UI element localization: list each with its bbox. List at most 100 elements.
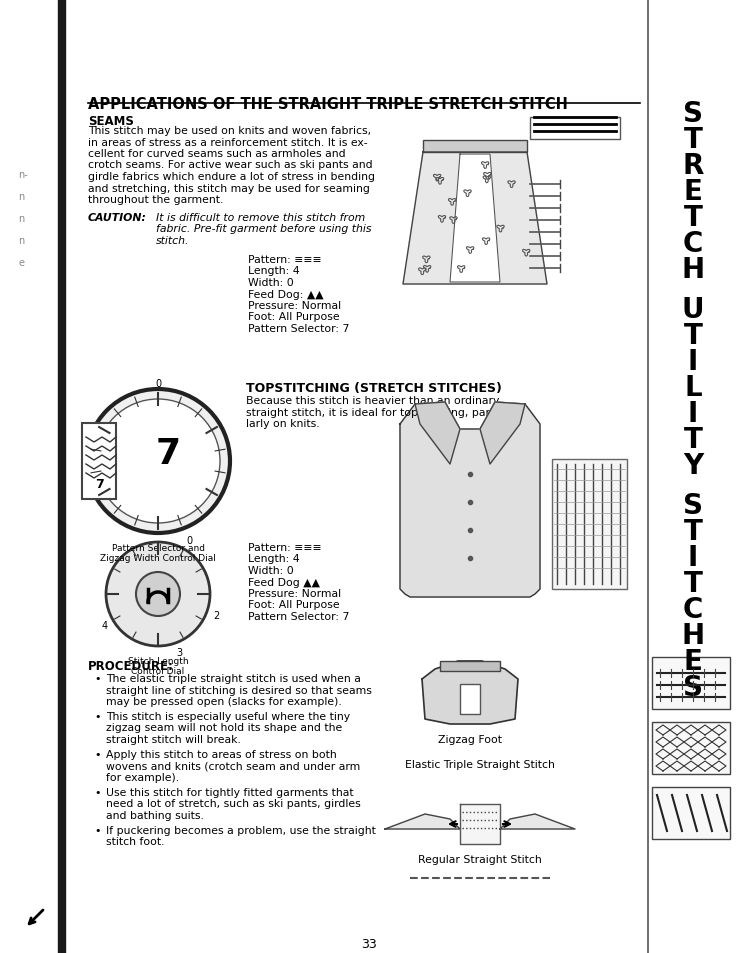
Text: Apply this stitch to areas of stress on both: Apply this stitch to areas of stress on …	[106, 749, 337, 760]
Text: APPLICATIONS OF THE STRAIGHT TRIPLE STRETCH STITCH: APPLICATIONS OF THE STRAIGHT TRIPLE STRE…	[88, 97, 568, 112]
Text: CAUTION:: CAUTION:	[88, 213, 147, 223]
Polygon shape	[400, 402, 540, 598]
Text: The elastic triple straight stitch is used when a: The elastic triple straight stitch is us…	[106, 673, 361, 683]
Text: H: H	[681, 621, 705, 649]
Text: Foot: All Purpose: Foot: All Purpose	[248, 313, 339, 322]
Text: I: I	[688, 399, 698, 428]
Bar	[530, 118, 620, 140]
Circle shape	[96, 399, 220, 523]
Bar	[423, 141, 527, 152]
Text: R: R	[683, 152, 704, 180]
Text: Use this stitch for tightly fitted garments that: Use this stitch for tightly fitted garme…	[106, 787, 354, 797]
Text: in areas of stress as a reinforcement stitch. It is ex-: in areas of stress as a reinforcement st…	[88, 137, 368, 148]
Text: Pattern Selector: 7: Pattern Selector: 7	[248, 612, 349, 621]
Circle shape	[106, 542, 210, 646]
Polygon shape	[460, 804, 500, 844]
Text: Feed Dog ▲▲: Feed Dog ▲▲	[248, 577, 320, 587]
Text: TOPSTITCHING (STRETCH STITCHES): TOPSTITCHING (STRETCH STITCHES)	[246, 381, 502, 395]
Text: S: S	[683, 673, 703, 701]
Text: T: T	[683, 426, 703, 454]
Text: Width: 0: Width: 0	[248, 277, 294, 288]
Bar	[652, 722, 730, 774]
Text: n: n	[18, 235, 24, 246]
Text: C: C	[683, 230, 703, 257]
Text: T: T	[683, 204, 703, 232]
Text: 3: 3	[176, 648, 182, 658]
Text: need a lot of stretch, such as ski pants, girdles: need a lot of stretch, such as ski pants…	[106, 799, 361, 809]
Text: S: S	[683, 100, 703, 128]
Text: It is difficult to remove this stitch from: It is difficult to remove this stitch fr…	[156, 213, 365, 223]
Text: stitch foot.: stitch foot.	[106, 837, 165, 846]
Text: Pattern: ≡≡≡: Pattern: ≡≡≡	[248, 254, 322, 265]
Text: 7: 7	[94, 478, 103, 491]
Text: n-: n-	[18, 170, 28, 180]
Text: 0: 0	[186, 536, 192, 546]
Text: throughout the garment.: throughout the garment.	[88, 194, 224, 205]
Text: and bathing suits.: and bathing suits.	[106, 810, 204, 821]
Text: C: C	[683, 596, 703, 623]
Text: Foot: All Purpose: Foot: All Purpose	[248, 599, 339, 610]
Text: If puckering becomes a problem, use the straight: If puckering becomes a problem, use the …	[106, 825, 376, 835]
Text: Length: 4: Length: 4	[248, 266, 300, 276]
Circle shape	[136, 573, 180, 617]
Text: •: •	[94, 749, 100, 760]
Text: may be pressed open (slacks for example).: may be pressed open (slacks for example)…	[106, 697, 342, 706]
Text: E: E	[683, 647, 703, 676]
Text: •: •	[94, 673, 100, 683]
Text: Width: 0: Width: 0	[248, 565, 294, 576]
Polygon shape	[403, 152, 547, 285]
Text: n: n	[18, 213, 24, 224]
Text: T: T	[683, 126, 703, 153]
Text: 7: 7	[156, 436, 181, 471]
Polygon shape	[450, 154, 500, 283]
Text: Zigzag Foot: Zigzag Foot	[438, 734, 502, 744]
Text: Y: Y	[683, 452, 703, 479]
Bar	[58, 0, 65, 953]
Text: 33: 33	[361, 937, 377, 950]
Circle shape	[86, 390, 230, 534]
Text: n: n	[18, 192, 24, 202]
Text: This stitch is especially useful where the tiny: This stitch is especially useful where t…	[106, 711, 350, 721]
Text: H: H	[681, 255, 705, 284]
Bar	[460, 684, 480, 714]
Text: Stitch Length
Control Dial: Stitch Length Control Dial	[128, 657, 188, 676]
Text: straight stitch, it is ideal for topstitching, particu-: straight stitch, it is ideal for topstit…	[246, 407, 514, 417]
Text: larly on knits.: larly on knits.	[246, 418, 320, 429]
Text: PROCEDURE:: PROCEDURE:	[88, 659, 174, 672]
Text: This stitch may be used on knits and woven fabrics,: This stitch may be used on knits and wov…	[88, 126, 371, 136]
Text: Pattern Selector and
Zigzag Width Control Dial: Pattern Selector and Zigzag Width Contro…	[100, 543, 216, 563]
Text: straight line of stitching is desired so that seams: straight line of stitching is desired so…	[106, 685, 372, 695]
Polygon shape	[415, 402, 460, 464]
Polygon shape	[480, 402, 525, 464]
Text: for example).: for example).	[106, 772, 179, 782]
Text: Length: 4: Length: 4	[248, 554, 300, 564]
Text: Pattern: ≡≡≡: Pattern: ≡≡≡	[248, 542, 322, 553]
Text: T: T	[683, 517, 703, 545]
Polygon shape	[422, 661, 518, 724]
Text: stitch.: stitch.	[156, 235, 190, 246]
Bar	[440, 661, 500, 671]
Text: •: •	[94, 787, 100, 797]
Text: 2: 2	[213, 611, 219, 620]
Text: crotch seams. For active wear such as ski pants and: crotch seams. For active wear such as sk…	[88, 160, 373, 171]
Bar	[652, 658, 730, 709]
Text: •: •	[94, 825, 100, 835]
Text: SEAMS: SEAMS	[88, 115, 134, 128]
Text: Pressure: Normal: Pressure: Normal	[248, 588, 341, 598]
Text: 0: 0	[155, 378, 161, 389]
Text: wovens and knits (crotch seam and under arm: wovens and knits (crotch seam and under …	[106, 760, 360, 771]
Text: e: e	[18, 257, 24, 268]
Text: L: L	[684, 374, 702, 401]
Text: straight stitch will break.: straight stitch will break.	[106, 734, 241, 744]
Text: Pattern Selector: 7: Pattern Selector: 7	[248, 324, 349, 334]
Bar	[82, 423, 116, 499]
Text: •: •	[94, 711, 100, 721]
Text: S: S	[683, 492, 703, 519]
Bar	[552, 459, 627, 589]
Bar	[652, 787, 730, 840]
Text: cellent for curved seams such as armholes and: cellent for curved seams such as armhole…	[88, 149, 345, 159]
Text: Regular Straight Stitch: Regular Straight Stitch	[418, 854, 542, 864]
Text: zigzag seam will not hold its shape and the: zigzag seam will not hold its shape and …	[106, 722, 342, 733]
Text: I: I	[688, 348, 698, 375]
Text: Elastic Triple Straight Stitch: Elastic Triple Straight Stitch	[405, 760, 555, 769]
